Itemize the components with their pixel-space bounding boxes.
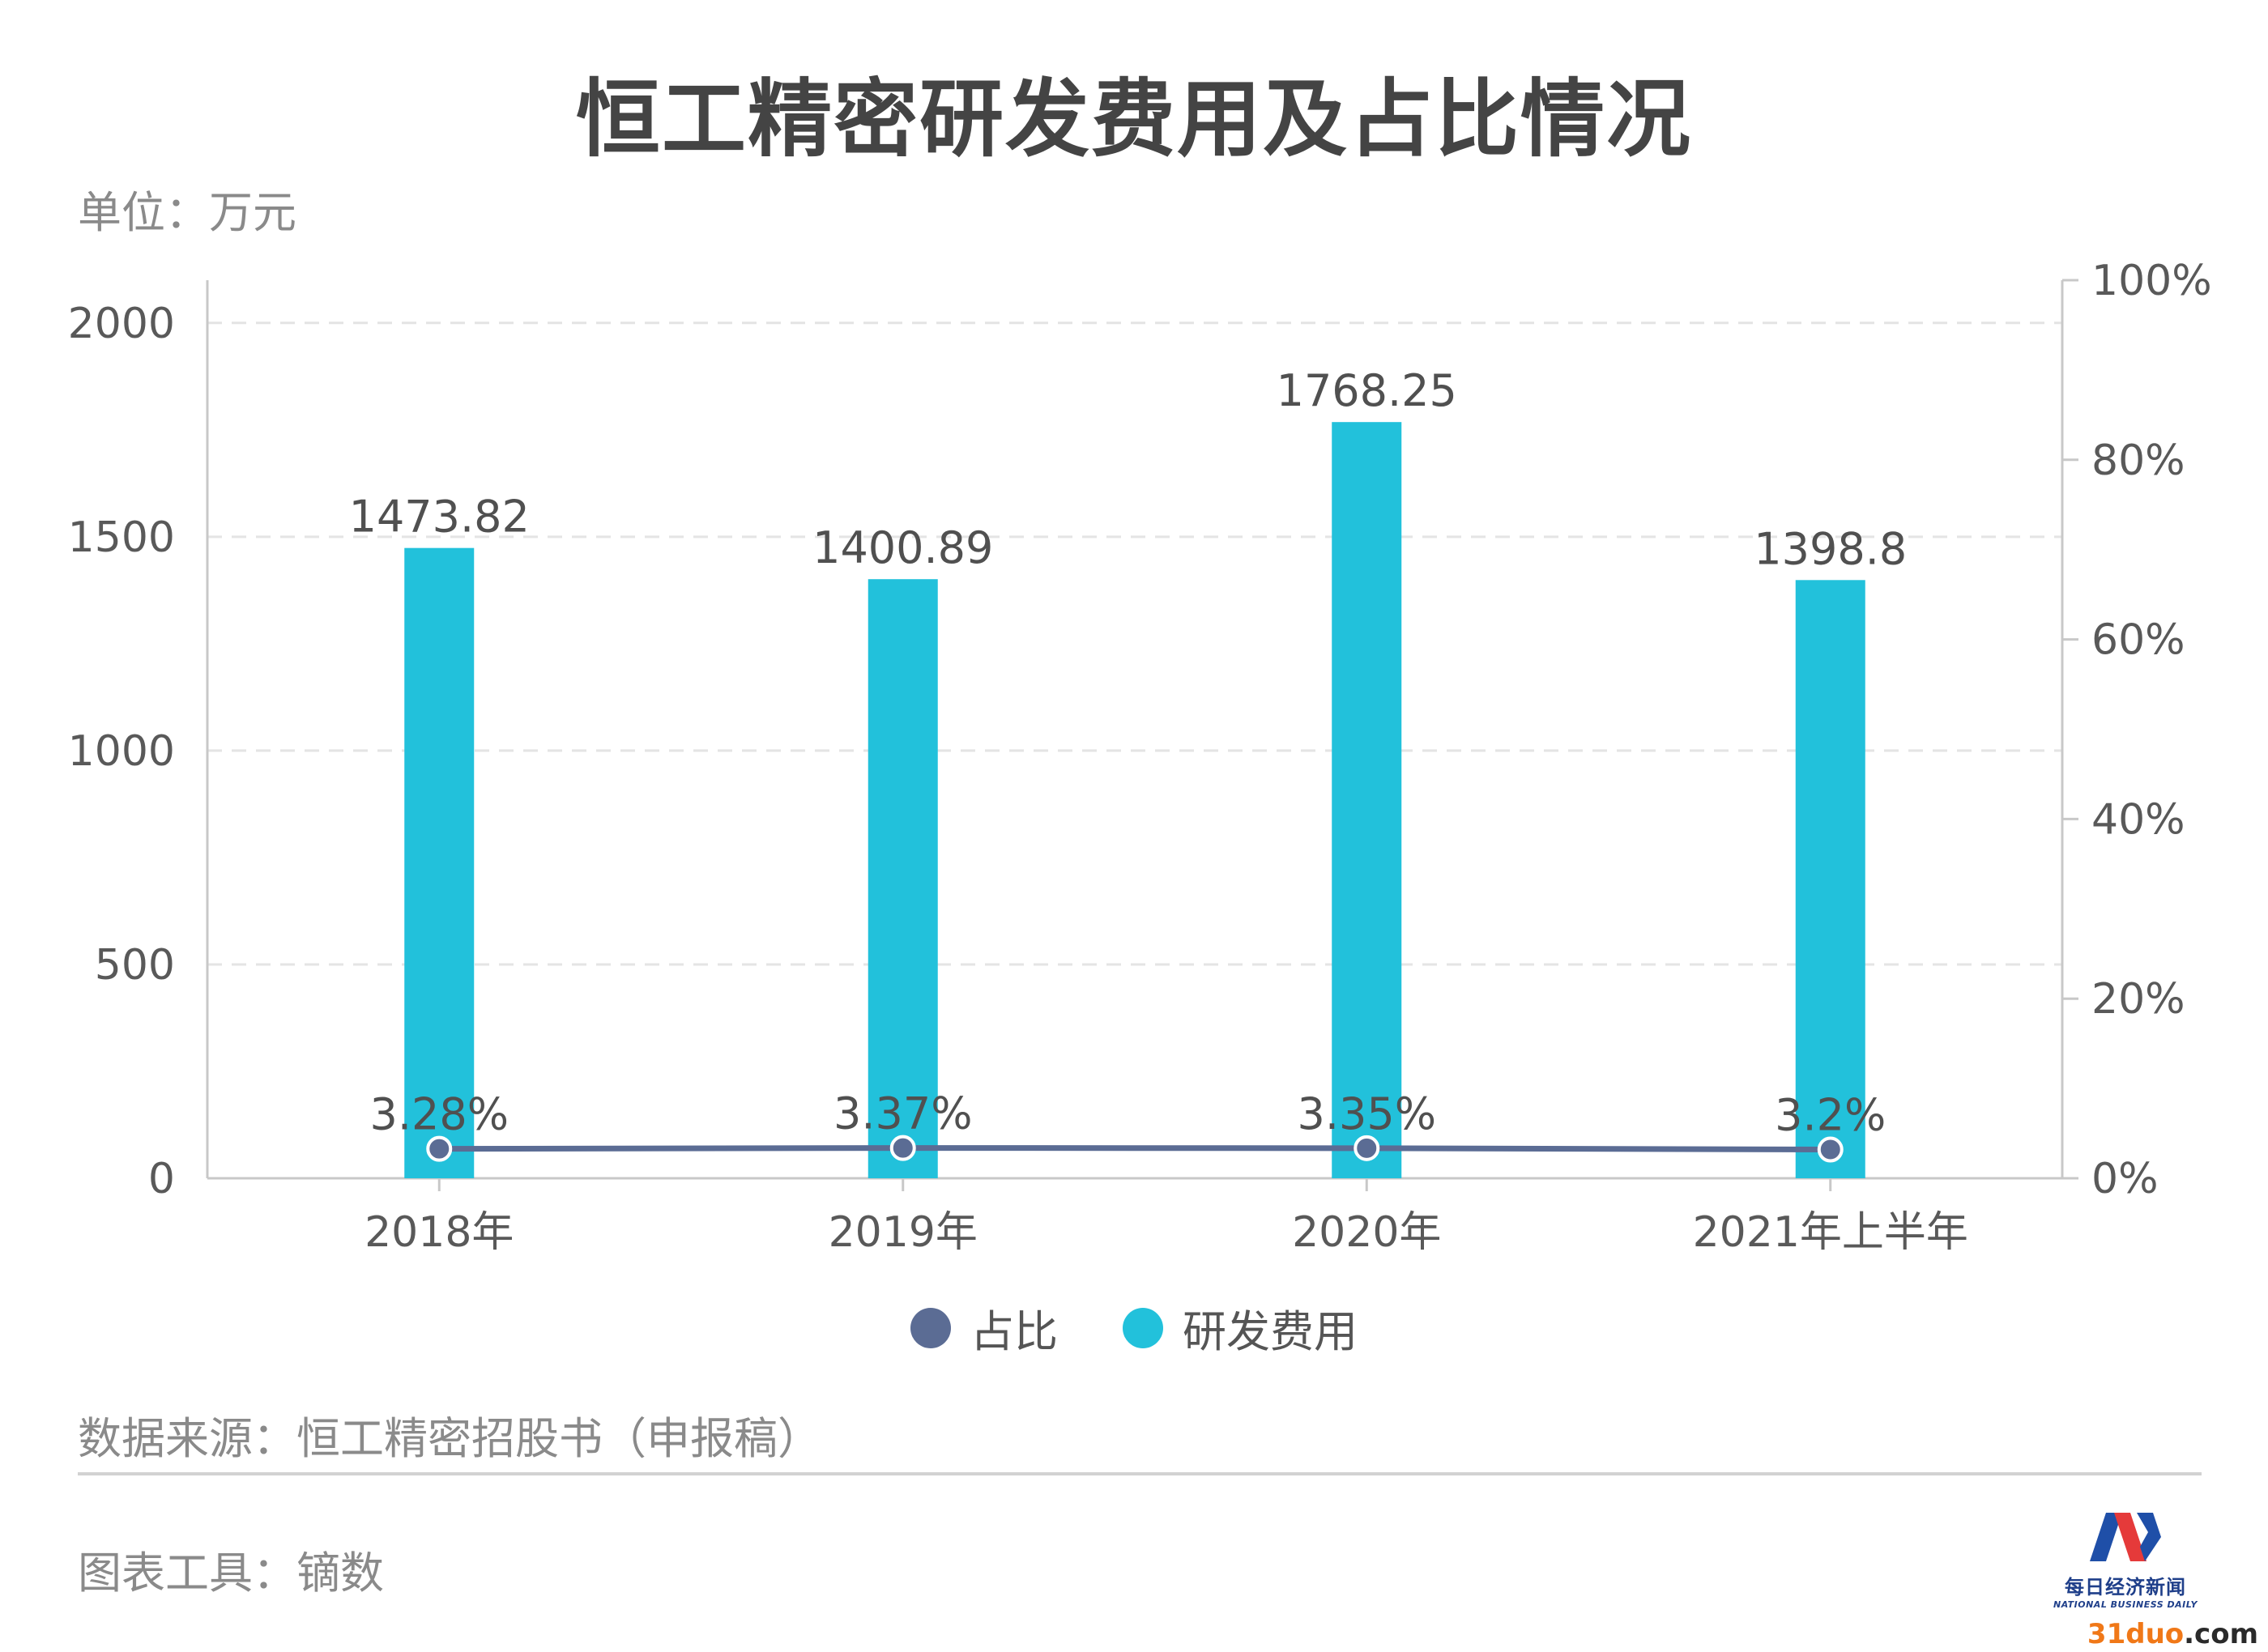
bar-rd-expense [868,579,938,1178]
line-point-ratio [1354,1135,1380,1161]
y-right-tick-label: 100% [2091,257,2212,305]
tool-note: 图表工具：镝数 [78,1548,384,1599]
line-point-ratio [426,1135,453,1162]
y-left-tick-label: 1500 [68,513,175,562]
source-note: 数据来源：恒工精密招股书（申报稿） [78,1413,821,1464]
watermark: 31duo.com [2087,1618,2258,1650]
divider [78,1472,2202,1475]
bar-value-label: 1400.89 [812,522,993,573]
legend-label-ratio: 占比 [970,1306,1058,1357]
line-value-label: 3.2% [1775,1090,1886,1141]
bar-rd-expense [1332,422,1402,1178]
y-right-tick-label: 40% [2091,795,2185,844]
logo-name-en: NATIONAL BUSINESS DAILY [2053,1599,2198,1610]
publisher-logo: 每日经济新闻 NATIONAL BUSINESS DAILY [2044,1508,2206,1610]
line-point-ratio [889,1135,916,1161]
legend-item-ratio[interactable]: 占比 [910,1296,1058,1360]
bar-value-label: 1473.82 [349,492,530,543]
bar-rd-expense [1795,580,1865,1178]
y-right-tick-label: 60% [2091,616,2185,665]
line-series [426,1135,1844,1163]
y-right-tick-label: 0% [2091,1155,2159,1203]
line-point-ratio [1817,1136,1844,1163]
grid-lines [207,321,2062,966]
y-left-tick-label: 1000 [68,727,175,776]
legend-item-rd-expense[interactable]: 研发费用 [1123,1296,1358,1360]
bar-series [404,422,1865,1178]
y-right-tick-label: 80% [2091,436,2185,485]
chart-title: 恒工精密研发费用及占比情况 [575,70,1692,168]
x-tick-label: 2018年 [364,1208,514,1257]
legend-marker-rd-expense [1123,1307,1163,1348]
legend-marker-ratio [910,1307,951,1348]
axes: 0 500 1000 1500 2000 0% 20% 40% 60% 80% 100% 2018年 2… [68,257,2212,1257]
x-tick-label: 2021年上半年 [1693,1208,1968,1257]
x-tick-label: 2019年 [829,1208,978,1257]
unit-label: 单位：万元 [78,187,296,238]
line-ratio [439,1145,1831,1153]
line-value-label: 3.28% [369,1089,509,1140]
x-tick-label: 2020年 [1292,1208,1441,1257]
y-left-tick-label: 0 [148,1155,175,1203]
watermark-suffix: .com [2184,1618,2258,1650]
chart-svg: 0 500 1000 1500 2000 0% 20% 40% 60% 80% 100% 2018年 2… [68,257,2212,1257]
logo-n-icon [2090,1513,2161,1561]
logo-name-cn: 每日经济新闻 [2065,1576,2186,1599]
legend: 占比 研发费用 [0,1296,2268,1360]
y-left-tick-label: 2000 [68,300,175,348]
watermark-brand: 31duo [2087,1618,2185,1650]
y-right-tick-label: 20% [2091,975,2185,1024]
bar-rd-expense [404,547,475,1178]
bar-value-label: 1768.25 [1277,365,1457,416]
bar-value-label: 1398.8 [1754,523,1907,574]
line-value-label: 3.35% [1297,1088,1436,1139]
data-labels: 1473.82 1400.89 1768.25 1398.8 3.28% 3.37% 3.3… [349,365,1908,1140]
y-left-tick-label: 500 [95,941,175,990]
legend-label-rd-expense: 研发费用 [1183,1306,1358,1357]
line-value-label: 3.37% [833,1088,973,1139]
